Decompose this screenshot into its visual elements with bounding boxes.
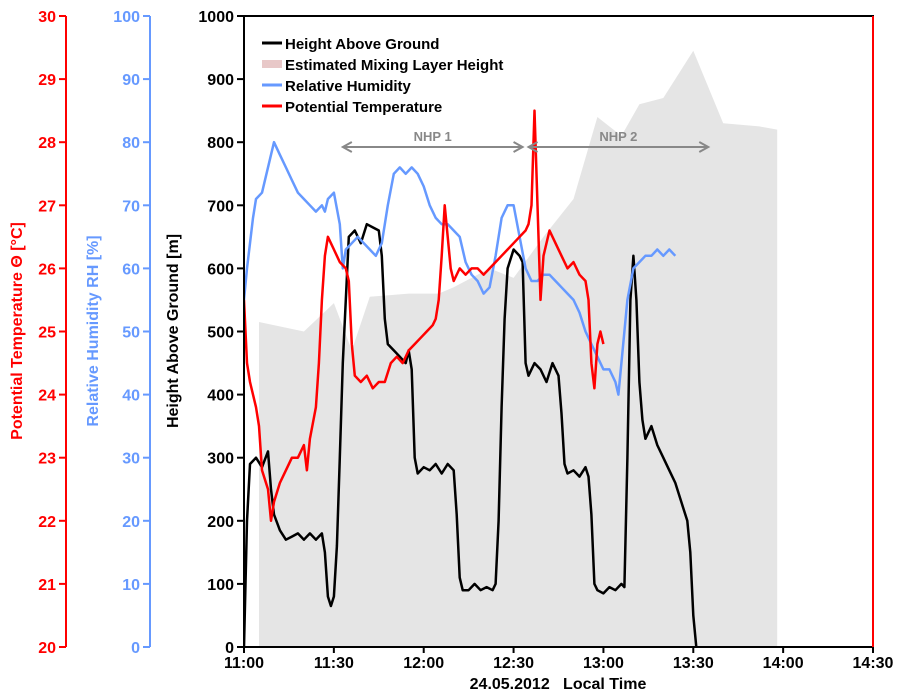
humidity-tick-label: 30 bbox=[122, 451, 140, 468]
humidity-tick-label: 100 bbox=[113, 9, 140, 26]
mixing-layer-area bbox=[259, 50, 778, 647]
temperature-tick-label: 24 bbox=[38, 388, 56, 405]
series-height-above-ground bbox=[244, 222, 698, 647]
height-tick-label: 300 bbox=[207, 451, 234, 468]
humidity-axis: 0 10 20 30 40 50 60 70 80 90 100 bbox=[113, 9, 151, 657]
temperature-tick-label: 27 bbox=[38, 198, 56, 215]
annotations: NHP 1 NHP 2 bbox=[340, 129, 711, 153]
height-tick-label: 500 bbox=[207, 325, 234, 342]
humidity-tick-label: 10 bbox=[122, 577, 140, 594]
nhp-arrow-head-left bbox=[526, 141, 539, 153]
series-lines bbox=[244, 109, 698, 647]
temperature-tick-label: 30 bbox=[38, 9, 56, 26]
legend-swatch-mixing bbox=[262, 60, 282, 68]
height-tick-label: 400 bbox=[207, 388, 234, 405]
height-tick-label: 900 bbox=[207, 72, 234, 89]
temperature-tick-label: 21 bbox=[38, 577, 56, 594]
legend-label-mixing: Estimated Mixing Layer Height bbox=[285, 57, 503, 74]
time-tick-label: 11:00 bbox=[224, 655, 264, 672]
humidity-tick-label: 50 bbox=[122, 325, 140, 342]
humidity-tick-label: 70 bbox=[122, 198, 140, 215]
nhp-label: NHP 1 bbox=[414, 129, 452, 144]
height-tick-label: 800 bbox=[207, 135, 234, 152]
height-axis-label: Height Above Ground [m] bbox=[165, 234, 182, 428]
height-tick-label: 600 bbox=[207, 261, 234, 278]
time-tick-label: 13:30 bbox=[673, 655, 714, 672]
time-tick-label: 14:30 bbox=[853, 655, 894, 672]
x-axis-label: 24.05.2012 Local Time bbox=[470, 676, 647, 693]
temperature-tick-label: 26 bbox=[38, 261, 56, 278]
time-tick-label: 12:00 bbox=[403, 655, 444, 672]
humidity-axis-label: Relative Humidity RH [%] bbox=[85, 235, 102, 426]
nhp-label: NHP 2 bbox=[599, 129, 637, 144]
time-tick-label: 14:00 bbox=[763, 655, 804, 672]
height-axis: 0 100 200 300 400 500 600 700 800 900 1000 bbox=[198, 9, 244, 657]
legend-label-humidity: Relative Humidity bbox=[285, 78, 412, 95]
humidity-tick-label: 60 bbox=[122, 261, 140, 278]
legend: Height Above Ground Estimated Mixing Lay… bbox=[262, 36, 503, 116]
height-tick-label: 700 bbox=[207, 198, 234, 215]
series-estimated-mixing-layer-height bbox=[259, 50, 778, 647]
series-potential-temperature bbox=[244, 109, 605, 523]
temperature-tick-label: 23 bbox=[38, 451, 56, 468]
time-tick-label: 13:00 bbox=[583, 655, 624, 672]
legend-label-temperature: Potential Temperature bbox=[285, 99, 442, 116]
series-relative-humidity bbox=[244, 140, 677, 396]
time-tick-label: 11:30 bbox=[314, 655, 354, 672]
temperature-axis: 20 21 22 23 24 25 26 27 28 29 30 bbox=[38, 9, 67, 657]
humidity-tick-label: 20 bbox=[122, 514, 140, 531]
temperature-tick-label: 22 bbox=[38, 514, 56, 531]
temperature-tick-label: 25 bbox=[38, 325, 56, 342]
height-tick-label: 200 bbox=[207, 514, 234, 531]
humidity-tick-label: 90 bbox=[122, 72, 140, 89]
time-tick-label: 12:30 bbox=[493, 655, 534, 672]
nhp-arrow-head-right bbox=[698, 141, 711, 153]
temperature-tick-label: 20 bbox=[38, 640, 56, 657]
humidity-tick-label: 80 bbox=[122, 135, 140, 152]
nhp-arrow-head-right bbox=[513, 141, 525, 153]
height-tick-label: 1000 bbox=[198, 9, 234, 26]
time-axis: 11:00 11:30 12:00 12:30 13:00 13:30 14:00 14:30 bbox=[224, 647, 894, 672]
nhp-arrow-head-left bbox=[340, 141, 353, 153]
height-tick-label: 100 bbox=[207, 577, 234, 594]
temperature-tick-label: 29 bbox=[38, 72, 56, 89]
temperature-axis-label: Potential Temperature Θ [°C] bbox=[9, 222, 26, 440]
temperature-tick-label: 28 bbox=[38, 135, 56, 152]
humidity-tick-label: 40 bbox=[122, 388, 140, 405]
humidity-tick-label: 0 bbox=[131, 640, 140, 657]
height-tick-label: 0 bbox=[225, 640, 234, 657]
legend-label-height: Height Above Ground bbox=[285, 36, 439, 53]
